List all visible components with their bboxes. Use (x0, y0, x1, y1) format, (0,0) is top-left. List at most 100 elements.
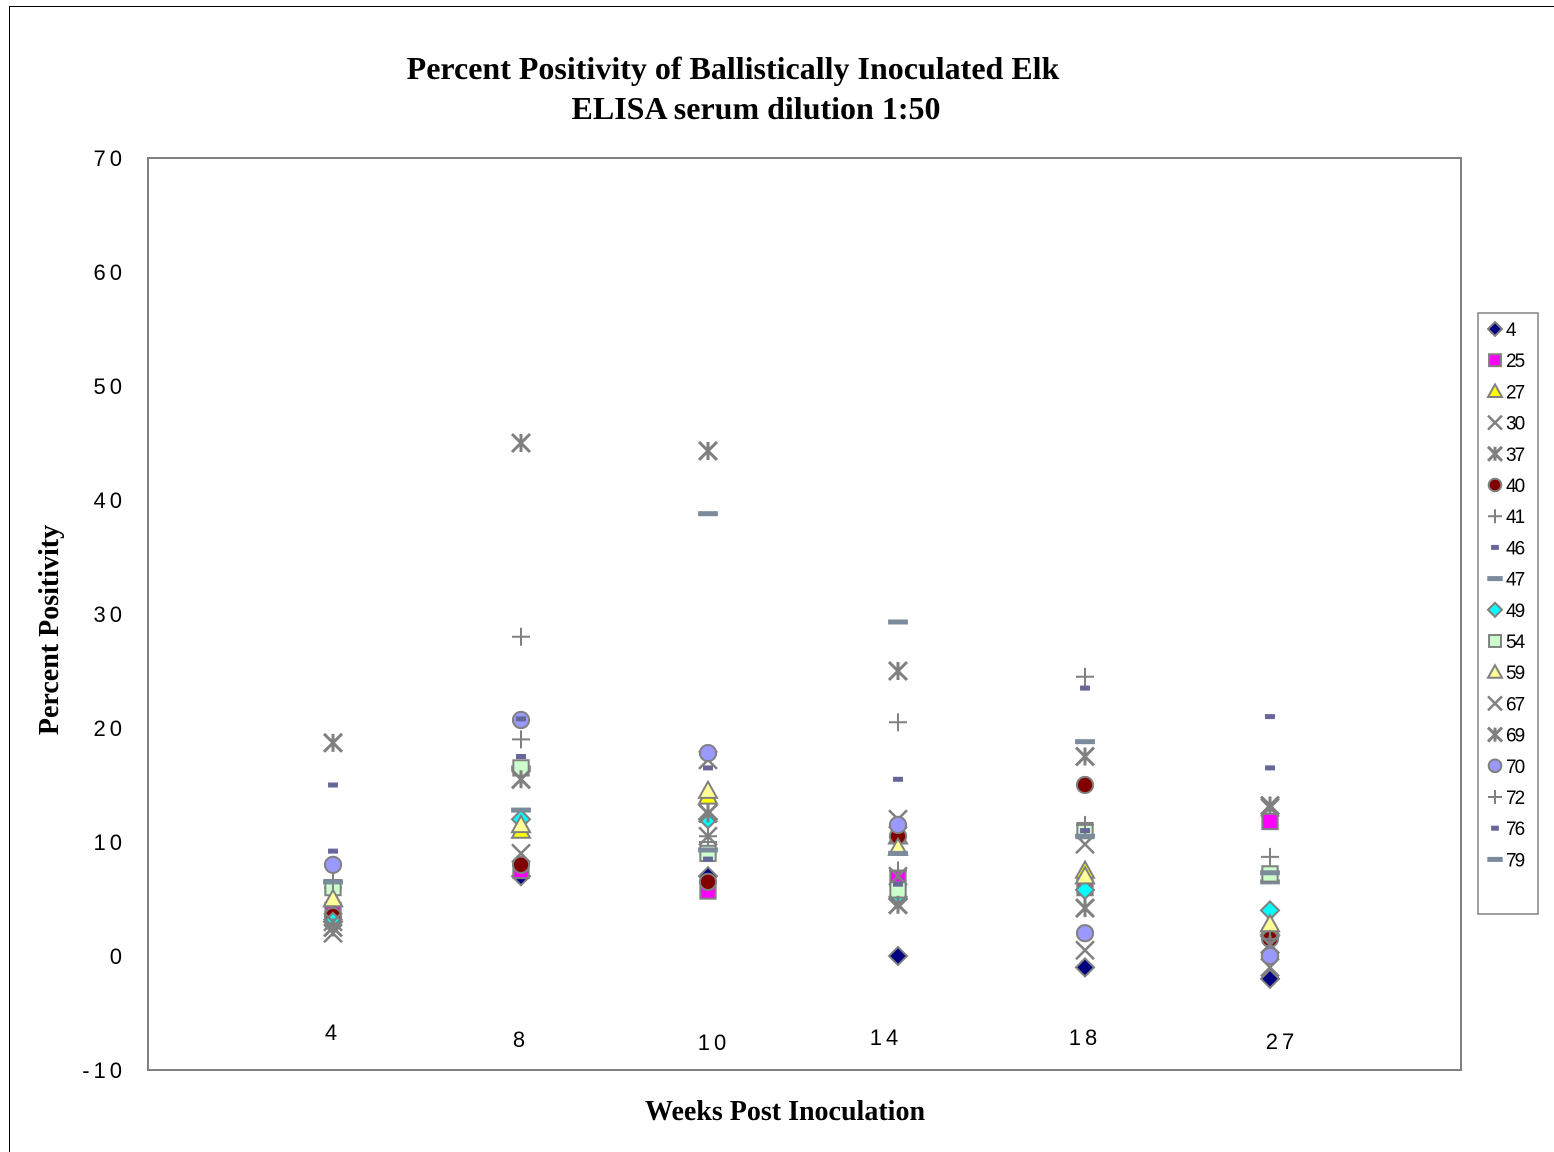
x-tick-label: 27 (1266, 1029, 1298, 1054)
legend-marker-icon (1486, 601, 1504, 619)
legend-item: 40 (1487, 476, 1527, 497)
chart-frame (9, 6, 1554, 1152)
legend-label: 25 (1506, 351, 1525, 372)
data-point-series-79 (323, 879, 343, 885)
data-point-series-46 (1265, 714, 1275, 720)
legend-label: 69 (1506, 726, 1525, 747)
data-points (322, 432, 1281, 990)
legend-label: 67 (1506, 694, 1525, 715)
data-point-series-72 (699, 827, 717, 846)
data-point-series-79 (1260, 870, 1280, 876)
data-point-series-25 (1261, 812, 1279, 831)
data-point-series-37 (1259, 795, 1281, 816)
data-point-series-41 (889, 713, 907, 732)
x-tick-label: 14 (870, 1025, 902, 1050)
data-point-series-46 (893, 776, 903, 782)
data-point-series-46 (328, 782, 338, 788)
data-point-series-59 (697, 779, 719, 799)
data-point-series-69 (322, 917, 344, 938)
data-point-series-59 (510, 813, 532, 834)
x-tick-label: 10 (698, 1030, 730, 1055)
data-point-series-76 (703, 856, 713, 862)
data-point-series-41 (1261, 847, 1279, 866)
x-tick-label: 18 (1069, 1025, 1101, 1050)
legend-label: 47 (1506, 570, 1525, 591)
data-point-series-72 (889, 861, 907, 880)
legend-item: 47 (1487, 570, 1527, 591)
legend-item: 76 (1491, 819, 1527, 840)
data-point-series-76 (516, 716, 526, 722)
x-tick-label: 8 (513, 1027, 529, 1052)
legend-marker-icon (1486, 663, 1504, 679)
data-point-series-4 (887, 945, 909, 967)
data-point-series-40 (698, 872, 718, 892)
data-point-series-70 (888, 815, 908, 835)
legend-label: 41 (1506, 507, 1525, 528)
data-point-series-59 (322, 887, 344, 908)
legend-item: 30 (1487, 414, 1527, 435)
data-point-series-41 (512, 627, 530, 646)
data-point-series-46 (516, 754, 526, 759)
legend-item: 67 (1487, 694, 1527, 715)
data-point-series-4 (1074, 956, 1096, 978)
y-tick-label: 30 (94, 602, 126, 627)
data-point-series-37 (887, 660, 909, 682)
data-point-series-69 (510, 769, 532, 790)
legend-item: 46 (1491, 538, 1527, 559)
x-axis-title: Weeks Post Inoculation (645, 1096, 925, 1127)
legend-marker-icon (1491, 825, 1499, 831)
y-tick-label: 10 (94, 830, 126, 855)
data-point-series-59 (1074, 865, 1096, 885)
data-point-series-37 (1074, 746, 1096, 767)
legend-label: 49 (1506, 601, 1525, 622)
data-point-series-47 (1075, 739, 1095, 745)
data-point-series-79 (698, 847, 718, 853)
legend-item: 27 (1486, 382, 1527, 403)
y-tick-label: 40 (94, 488, 126, 513)
y-tick-label: -10 (82, 1058, 126, 1083)
legend-marker-icon (1486, 445, 1504, 462)
chart-subtitle: ELISA serum dilution 1:50 (572, 90, 941, 126)
legend-label: 79 (1506, 850, 1525, 871)
legend-item: 72 (1488, 788, 1527, 809)
plot-area (147, 157, 1462, 1071)
data-point-series-76 (893, 881, 903, 887)
data-point-series-46 (703, 765, 713, 771)
data-point-series-70 (323, 855, 343, 874)
legend-label: 59 (1506, 663, 1525, 684)
data-point-series-76 (1265, 765, 1275, 771)
data-point-series-79 (888, 850, 908, 856)
legend-label: 27 (1506, 382, 1525, 403)
legend-marker-icon (1486, 382, 1504, 398)
y-tick-label: 20 (94, 716, 126, 741)
data-point-series-69 (1074, 898, 1096, 919)
data-point-series-49 (1074, 879, 1096, 901)
data-point-series-47 (698, 511, 718, 517)
legend-marker-icon (1487, 695, 1503, 712)
x-axis-tick-labels: 4 8 10 14 18 27 (325, 1020, 1298, 1055)
legend-label: 37 (1506, 445, 1525, 466)
legend-label: 70 (1506, 757, 1525, 778)
chart-title: Percent Positivity of Ballistically Inoc… (407, 50, 1060, 86)
data-point-series-69 (697, 803, 719, 824)
y-tick-label: 70 (94, 146, 126, 171)
data-point-series-70 (1260, 946, 1280, 966)
legend-marker-icon (1487, 576, 1503, 582)
legend-item: 70 (1487, 757, 1527, 778)
legend-marker-icon (1486, 320, 1504, 338)
legend-item: 54 (1488, 632, 1528, 653)
y-tick-label: 60 (94, 260, 126, 285)
data-point-series-76 (1080, 828, 1090, 834)
legend-marker-icon (1488, 353, 1502, 368)
data-point-series-30 (1075, 940, 1095, 961)
legend-item: 49 (1486, 601, 1527, 622)
data-point-series-41 (1076, 667, 1094, 686)
legend-marker-icon (1488, 634, 1502, 648)
y-tick-label: 0 (110, 944, 126, 969)
data-point-series-37 (510, 432, 532, 454)
data-point-series-40 (1075, 775, 1095, 795)
legend-label: 30 (1506, 414, 1525, 435)
data-point-series-37 (322, 732, 344, 753)
